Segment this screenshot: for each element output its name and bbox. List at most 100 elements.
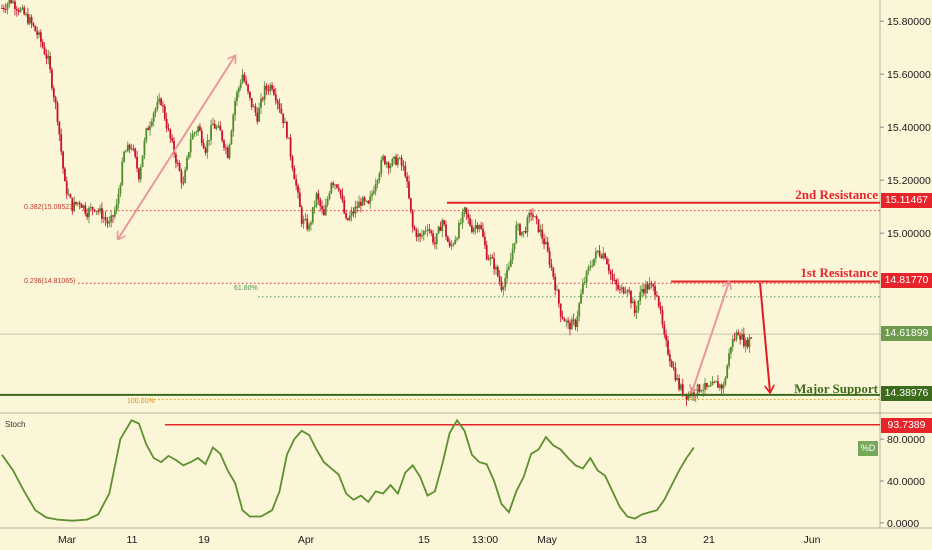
candle-body xyxy=(535,216,538,220)
candle-body xyxy=(439,226,442,231)
candle-body xyxy=(212,123,214,126)
candle-body xyxy=(117,193,120,204)
candle-body xyxy=(563,318,566,322)
candle-body xyxy=(715,381,717,383)
candle-body xyxy=(598,250,601,256)
candle-body xyxy=(687,393,690,400)
candle-body xyxy=(435,233,438,245)
candle-body xyxy=(47,55,50,59)
candle-body xyxy=(82,205,85,208)
candle-body xyxy=(237,87,240,93)
candle-body xyxy=(717,381,719,388)
candle-body xyxy=(245,80,248,85)
candle-body xyxy=(125,151,127,153)
candle-body xyxy=(594,251,597,259)
candle-body xyxy=(422,231,425,236)
candle-body xyxy=(254,106,257,113)
candle-body xyxy=(395,156,397,165)
stoch-threshold-tag: 93.7389 xyxy=(881,418,932,433)
candle-body xyxy=(454,239,457,244)
candle-body xyxy=(143,140,146,156)
candle-body xyxy=(361,197,364,206)
price-tick-label: 15.80000 xyxy=(887,16,931,28)
candle-body xyxy=(476,225,479,230)
candle-body xyxy=(509,259,512,267)
candle-body xyxy=(504,278,507,288)
candle-body xyxy=(520,231,523,236)
candle-body xyxy=(508,266,510,270)
candle-body xyxy=(587,267,590,272)
candle-body xyxy=(450,244,453,247)
candle-body xyxy=(730,346,732,354)
candle-body xyxy=(583,282,586,284)
candle-body xyxy=(19,8,22,12)
candle-body xyxy=(65,181,68,195)
candle-body xyxy=(230,131,233,145)
time-tick-label: 19 xyxy=(198,534,210,546)
time-tick-label: Mar xyxy=(58,534,77,546)
candle-body xyxy=(635,309,638,313)
candle-body xyxy=(495,266,497,270)
candle-body xyxy=(10,0,13,3)
candle-body xyxy=(298,192,301,207)
candle-body xyxy=(570,319,573,330)
candle-body xyxy=(620,287,623,290)
candle-body xyxy=(156,101,159,109)
candle-body xyxy=(567,320,569,323)
candle-body xyxy=(136,156,138,169)
stoch-tick-label: 80.0000 xyxy=(887,434,925,446)
candle-body xyxy=(409,198,412,212)
candle-body xyxy=(193,132,196,134)
candle-body xyxy=(330,182,333,194)
candle-body xyxy=(633,301,636,313)
candle-body xyxy=(328,193,331,200)
candle-body xyxy=(559,303,562,317)
second-resistance-label: 2nd Resistance xyxy=(795,187,878,202)
candle-body xyxy=(619,289,621,291)
candle-body xyxy=(546,241,549,252)
candle-body xyxy=(369,196,372,204)
fib-0382-label: 0.382(15.08523) xyxy=(24,204,76,211)
candle-body xyxy=(195,131,198,133)
candle-body xyxy=(478,225,481,230)
candle-body xyxy=(419,233,421,237)
candle-body xyxy=(380,160,383,174)
candle-body xyxy=(276,100,279,104)
candle-body xyxy=(607,264,610,271)
price-tick-label: 15.40000 xyxy=(887,122,931,134)
fib-0236-label: 0.236(14.81065) xyxy=(24,278,76,285)
candle-body xyxy=(73,201,76,212)
candle-body xyxy=(643,288,645,294)
candle-body xyxy=(267,89,270,91)
candle-body xyxy=(14,1,16,10)
candle-body xyxy=(236,92,238,102)
candle-body xyxy=(461,212,464,223)
candle-body xyxy=(232,114,235,132)
candle-body xyxy=(145,128,148,141)
candle-body xyxy=(199,126,201,131)
candle-body xyxy=(430,230,433,234)
candle-body xyxy=(76,202,79,205)
candle-body xyxy=(393,156,396,159)
candle-body xyxy=(602,253,605,259)
candle-body xyxy=(591,265,594,267)
candle-body xyxy=(609,270,612,275)
candle-body xyxy=(152,112,155,122)
candle-body xyxy=(208,139,211,141)
candle-body xyxy=(374,184,377,192)
candle-body xyxy=(134,148,137,157)
candle-body xyxy=(49,55,51,70)
candle-body xyxy=(659,306,662,311)
candle-body xyxy=(315,193,318,206)
candle-body xyxy=(704,382,706,390)
candle-body xyxy=(485,245,488,260)
candle-body xyxy=(345,213,347,219)
candle-body xyxy=(467,214,470,218)
candle-body xyxy=(41,41,44,48)
candle-body xyxy=(576,316,579,328)
candle-body xyxy=(406,176,409,182)
candle-body xyxy=(739,335,742,340)
candle-body xyxy=(84,205,87,214)
projection-arrow-1 xyxy=(118,56,235,239)
